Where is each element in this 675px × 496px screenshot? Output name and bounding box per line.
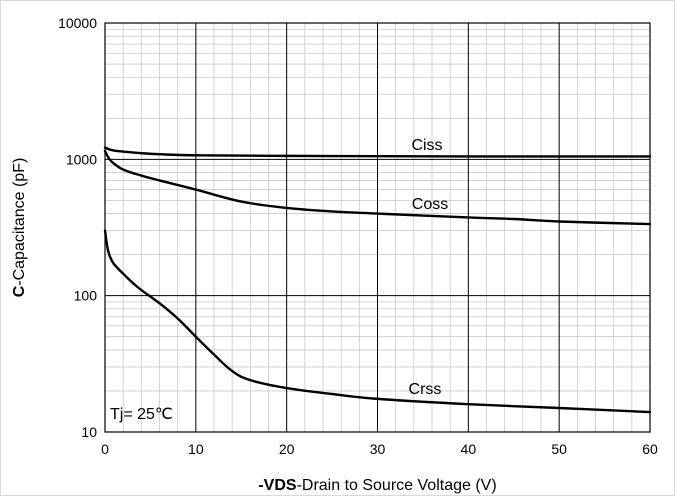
x-tick-label: 40 [461,441,477,457]
x-tick-label: 30 [370,441,386,457]
grid-major [104,22,651,433]
x-tick-label: 60 [642,441,658,457]
series-line-crss [103,229,652,414]
x-tick-label: 50 [551,441,567,457]
y-tick-label: 10000 [58,15,97,31]
series-layer [103,146,652,414]
x-tick-label: 20 [279,441,295,457]
x-axis-label-rest: -Drain to Source Voltage (V) [297,477,497,494]
temperature-annotation: Tj= 25℃ [110,406,173,423]
series-label-coss: Coss [412,196,448,213]
y-axis-label: C-Capacitance (pF) [11,158,28,298]
y-tick-label: 10 [81,424,97,440]
y-axis-label-rest: -Capacitance (pF) [11,158,28,286]
series-label-crss: Crss [409,381,442,398]
y-axis-label-bold: C [11,285,28,297]
y-tick-label: 100 [74,288,98,304]
x-tick-label: 10 [188,441,204,457]
x-axis-label: -VDS-Drain to Source Voltage (V) [258,477,496,494]
x-axis-label-bold: -VDS [258,477,297,494]
series-line-ciss [103,146,652,158]
y-tick-label: 1000 [66,151,97,167]
x-tick-label: 0 [101,441,109,457]
series-label-ciss: Ciss [411,137,442,154]
plot-area-border [104,22,651,433]
series-line-coss [103,149,652,226]
